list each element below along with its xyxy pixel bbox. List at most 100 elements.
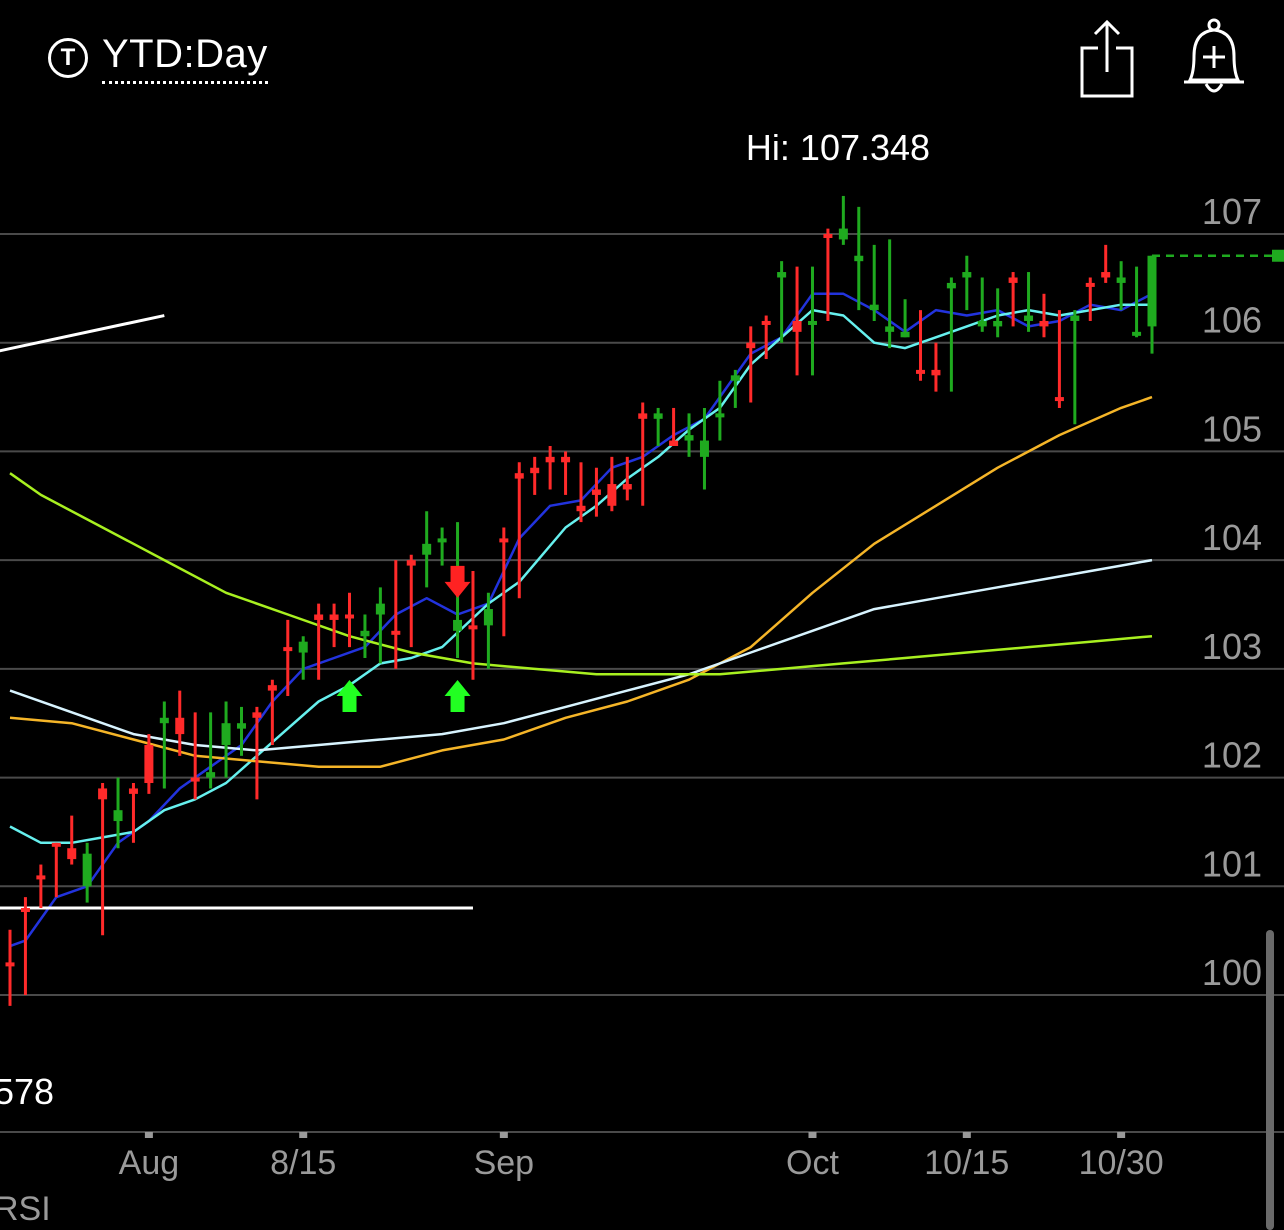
candle: [98, 783, 108, 936]
candle-body: [267, 685, 277, 691]
range-selector[interactable]: YTD:Day: [102, 32, 268, 84]
candle-body: [576, 505, 586, 512]
candle-body: [622, 484, 632, 490]
candle: [777, 261, 787, 343]
candle: [1085, 277, 1095, 321]
candle-body: [900, 331, 910, 338]
sell-signal-arrow: [444, 565, 471, 598]
candle-body: [98, 788, 108, 800]
candle-body: [1116, 277, 1126, 283]
candle-body: [823, 234, 833, 238]
candle-body: [1070, 315, 1080, 321]
candle: [437, 527, 447, 566]
candle: [298, 636, 308, 680]
candle-body: [653, 413, 663, 419]
candle-body: [5, 962, 15, 967]
candle: [51, 842, 61, 898]
candle: [885, 239, 895, 349]
candle: [252, 706, 262, 800]
candle: [1132, 266, 1142, 338]
candle-body: [545, 456, 555, 463]
candle-body: [514, 473, 524, 479]
share-button[interactable]: [1078, 18, 1138, 100]
moving-average-line: [9, 395, 1153, 768]
candle-body: [51, 842, 61, 847]
x-tick-label: 10/15: [924, 1144, 1009, 1182]
candle: [715, 380, 725, 441]
candle: [329, 603, 339, 648]
moving-averages: [9, 292, 1153, 948]
candle: [206, 712, 216, 789]
candle-body: [931, 369, 941, 376]
candle: [144, 734, 154, 794]
candle-body: [314, 614, 324, 620]
candle: [375, 587, 385, 664]
candle-body: [1024, 315, 1034, 321]
candle: [669, 407, 679, 446]
candle-body: [82, 853, 92, 887]
axes: 100 101 102 103 104 105 106 107 Aug 8/15 Sep Oct 10/…: [119, 191, 1262, 1182]
x-tick-mark: [1117, 1132, 1126, 1138]
candle-body: [345, 614, 355, 619]
candle-body: [67, 848, 77, 860]
indicator-value-label: 578: [0, 1071, 54, 1112]
x-tick-mark: [962, 1132, 971, 1138]
candle-body: [561, 456, 571, 463]
x-tick-label: 8/15: [270, 1144, 336, 1182]
candle: [190, 712, 200, 800]
candle: [20, 897, 30, 995]
candle-body: [1054, 397, 1064, 402]
trendlines: [0, 249, 1284, 910]
candle: [530, 456, 540, 495]
candle: [514, 462, 524, 599]
candle-body: [422, 543, 432, 555]
candle-body: [1039, 320, 1049, 327]
grid-lines: [0, 233, 1284, 1133]
candle-body: [406, 560, 416, 566]
candle: [916, 310, 926, 381]
y-tick-label: 100: [1202, 952, 1262, 993]
candle-body: [20, 908, 30, 913]
candle-body: [159, 717, 169, 724]
candles: [5, 195, 1157, 1006]
candle-body: [360, 630, 370, 637]
candle: [607, 456, 617, 512]
candle: [854, 206, 864, 311]
candle-body: [190, 777, 200, 782]
candle-body: [453, 619, 463, 631]
candle: [684, 413, 694, 457]
candle: [483, 592, 493, 669]
candle-body: [916, 369, 926, 374]
candle-body: [638, 413, 648, 419]
candle-body: [375, 603, 385, 615]
candle-body: [499, 538, 509, 543]
candle: [128, 783, 138, 843]
candle: [422, 511, 432, 588]
candle-body: [838, 228, 848, 240]
candle: [82, 842, 92, 903]
candle: [545, 445, 555, 490]
candle-body: [715, 413, 725, 418]
candle-body: [1101, 272, 1111, 278]
scrollbar[interactable]: [1266, 930, 1274, 1230]
x-tick-mark: [499, 1132, 508, 1138]
y-tick-label: 105: [1202, 408, 1262, 449]
x-tick-mark: [299, 1132, 308, 1138]
candle: [900, 299, 910, 338]
candle: [1116, 261, 1126, 311]
candle-body: [468, 625, 478, 630]
candle: [622, 456, 632, 501]
candle: [283, 619, 293, 697]
alert-button[interactable]: [1180, 18, 1250, 100]
candle: [792, 266, 802, 376]
candle-body: [283, 647, 293, 652]
candle: [946, 277, 956, 392]
candle: [1054, 310, 1064, 408]
y-tick-label: 103: [1202, 626, 1262, 667]
candle: [5, 929, 15, 1006]
t-circle-icon[interactable]: T: [48, 38, 88, 78]
candle: [221, 701, 231, 778]
candle-body: [221, 723, 231, 745]
candle: [236, 706, 246, 756]
